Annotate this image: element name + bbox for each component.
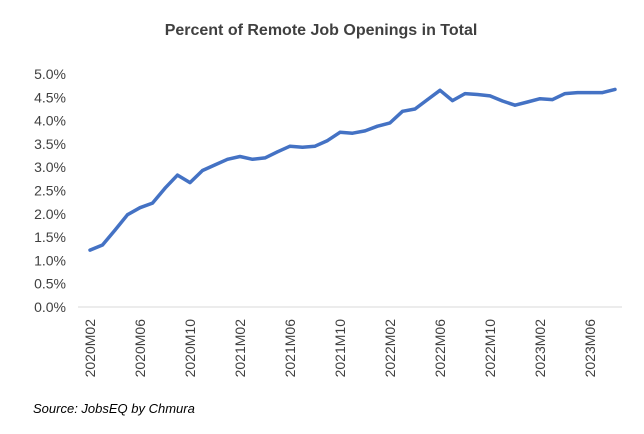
y-tick-label: 1.0% (34, 252, 66, 268)
data-point (226, 157, 229, 161)
x-tick-label: 2023M06 (582, 319, 598, 378)
series-line (88, 87, 617, 252)
y-tick-label: 0.5% (34, 276, 66, 292)
chart-title: Percent of Remote Job Openings in Total (165, 22, 478, 39)
series-layer (88, 87, 617, 252)
y-tick-label: 4.0% (34, 113, 66, 129)
data-point (438, 88, 442, 92)
data-point (151, 201, 154, 205)
x-tick-label: 2020M06 (132, 319, 148, 378)
data-point (501, 99, 504, 103)
x-tick-label: 2021M02 (232, 319, 248, 378)
x-tick-label: 2021M10 (332, 319, 348, 378)
data-point (188, 181, 192, 185)
data-point (563, 92, 567, 96)
data-point (576, 91, 579, 95)
data-point (526, 100, 529, 104)
data-point (238, 155, 242, 158)
data-point (263, 156, 267, 160)
data-point (288, 144, 292, 148)
data-point (88, 248, 92, 252)
data-point (276, 150, 279, 154)
data-point (413, 107, 417, 111)
data-point (251, 157, 254, 161)
y-tick-label: 3.5% (34, 136, 66, 152)
data-point (451, 99, 454, 103)
y-axis: 0.0% 0.5% 1.0% 1.5% 2.0% 2.5% 3.0% 3.5% 4.0% 4.5%… (34, 66, 66, 315)
source-note: Source: JobsEQ by Chmura (33, 401, 195, 416)
data-point (201, 169, 204, 172)
data-point (363, 129, 367, 133)
data-point (313, 144, 317, 148)
data-point (488, 94, 492, 98)
data-point (138, 206, 142, 210)
data-point (376, 124, 379, 128)
x-tick-labels: 2020M02 2020M06 2020M10 2021M02 2021M06 2021M… (82, 319, 598, 378)
data-point (601, 91, 604, 95)
y-tick-label: 3.0% (34, 159, 66, 175)
data-point (213, 163, 217, 167)
data-point (338, 130, 342, 134)
x-tick-label: 2020M10 (182, 319, 198, 378)
data-point (176, 173, 179, 177)
data-point (476, 93, 479, 96)
y-tick-label: 2.5% (34, 183, 66, 199)
data-point (538, 97, 542, 101)
x-tick-label: 2023M02 (532, 319, 548, 378)
y-tick-label: 2.0% (34, 206, 66, 222)
data-point (113, 228, 117, 232)
x-tick-label: 2020M02 (82, 319, 98, 378)
x-tick-label: 2022M10 (482, 319, 498, 378)
x-tick-label: 2022M06 (432, 319, 448, 378)
data-point (301, 145, 304, 149)
data-point (401, 109, 404, 113)
data-point (613, 87, 617, 91)
data-point (463, 92, 467, 96)
y-tick-label: 1.5% (34, 229, 66, 245)
y-tick-label: 0.0% (34, 299, 66, 315)
y-tick-label: 5.0% (34, 66, 66, 82)
data-point (163, 186, 167, 190)
data-point (101, 243, 104, 247)
x-tick-label: 2022M02 (382, 319, 398, 378)
data-point (126, 213, 129, 217)
data-point (388, 121, 392, 125)
data-point (426, 98, 429, 102)
data-point (351, 131, 354, 135)
y-tick-label: 4.5% (34, 89, 66, 105)
x-tick-label: 2021M06 (282, 319, 298, 378)
data-point (551, 98, 554, 102)
data-point (513, 103, 517, 107)
data-point (326, 139, 329, 143)
data-point (588, 91, 592, 95)
